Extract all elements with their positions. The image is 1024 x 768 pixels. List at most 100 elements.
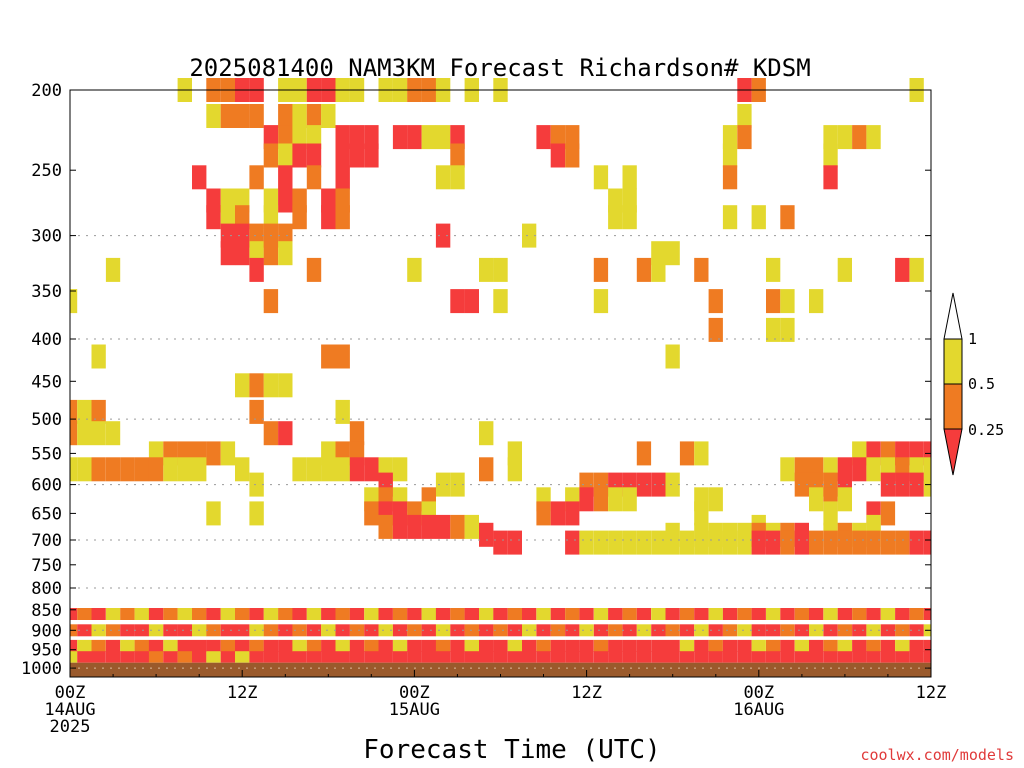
ri-cell xyxy=(565,530,580,555)
ri-cell xyxy=(909,530,924,555)
ri-low-cell xyxy=(321,651,336,663)
ri-low-cell xyxy=(349,608,365,620)
ri-low-cell xyxy=(235,624,250,637)
ri-cell xyxy=(306,457,322,482)
ri-low-cell xyxy=(421,608,436,620)
ri-low-cell xyxy=(751,608,766,620)
ri-cell xyxy=(292,125,307,150)
ri-cell xyxy=(263,205,279,230)
ri-cell xyxy=(866,125,881,150)
ri-low-cell xyxy=(593,624,609,637)
ri-cell xyxy=(550,125,565,150)
ri-low-cell xyxy=(435,608,451,620)
ri-cell xyxy=(77,399,92,424)
ri-low-cell xyxy=(163,651,178,663)
ri-low-cell xyxy=(550,624,565,637)
ri-cell xyxy=(751,530,766,555)
ri-low-cell xyxy=(120,651,135,663)
ri-low-cell xyxy=(177,608,192,620)
ri-low-cell xyxy=(837,639,852,652)
ri-cell xyxy=(235,373,250,398)
ri-low-cell xyxy=(809,651,824,663)
ri-low-cell xyxy=(249,608,264,620)
ri-low-cell xyxy=(349,639,365,652)
ri-low-cell xyxy=(507,608,522,620)
ri-cell xyxy=(593,289,609,314)
ri-low-cell xyxy=(880,639,896,652)
x-tick-label: 16AUG xyxy=(733,700,784,720)
ri-cell xyxy=(364,143,379,168)
ri-low-cell xyxy=(77,624,92,637)
ri-low-cell xyxy=(923,608,931,620)
ri-low-cell xyxy=(493,639,508,652)
ri-cell xyxy=(493,257,508,282)
ri-low-cell xyxy=(837,624,852,637)
ri-low-cell xyxy=(780,624,795,637)
ri-cell xyxy=(335,165,350,190)
ri-cell xyxy=(866,530,881,555)
ri-cell xyxy=(722,205,738,230)
ri-low-cell xyxy=(206,639,221,652)
ri-low-cell xyxy=(708,651,723,663)
ri-low-cell xyxy=(220,624,236,637)
ri-low-cell xyxy=(909,608,924,620)
ri-cell xyxy=(91,457,106,482)
ri-low-cell xyxy=(593,608,609,620)
ri-cell xyxy=(852,457,867,482)
ri-cell xyxy=(91,399,106,424)
ri-low-cell xyxy=(120,608,135,620)
ri-cell xyxy=(866,457,881,482)
ri-low-cell xyxy=(536,608,551,620)
ri-cell xyxy=(263,289,279,314)
x-tick-label: 2025 xyxy=(50,717,91,737)
ri-cell xyxy=(565,143,580,168)
y-tick-label: 350 xyxy=(31,282,62,302)
ri-cell xyxy=(335,205,350,230)
ri-low-cell xyxy=(507,639,522,652)
ri-low-cell xyxy=(235,639,250,652)
ri-low-cell xyxy=(235,651,250,663)
ri-cell xyxy=(206,441,221,466)
y-tick-label: 950 xyxy=(31,641,62,661)
ri-low-cell xyxy=(852,624,867,637)
y-tick-label: 850 xyxy=(31,601,62,621)
ri-cell xyxy=(321,205,336,230)
colorbar-legend: 1 0.5 0.25 xyxy=(943,292,1004,476)
ri-low-cell xyxy=(679,639,695,652)
ri-low-cell xyxy=(321,608,336,620)
ri-cell xyxy=(780,457,795,482)
ri-cell xyxy=(622,205,637,230)
ri-low-cell xyxy=(321,624,336,637)
ri-low-cell xyxy=(694,608,709,620)
ri-cell xyxy=(392,457,408,482)
ri-cell xyxy=(651,257,666,282)
ri-cell xyxy=(565,501,580,526)
ri-cell xyxy=(70,289,78,314)
ri-cell xyxy=(249,399,264,424)
ri-low-cell xyxy=(679,608,695,620)
ri-cell xyxy=(278,188,293,213)
ri-low-cell xyxy=(565,624,580,637)
ri-low-cell xyxy=(249,639,264,652)
ri-low-cell xyxy=(694,624,709,637)
ri-low-cell xyxy=(148,639,164,652)
ri-low-cell xyxy=(694,639,709,652)
ri-low-cell xyxy=(522,639,537,652)
ri-cell xyxy=(679,441,695,466)
ri-cell xyxy=(278,143,293,168)
ri-cell xyxy=(780,317,795,342)
ri-low-cell xyxy=(148,651,164,663)
ri-low-cell xyxy=(493,624,508,637)
ri-low-cell xyxy=(435,639,451,652)
ri-cell xyxy=(464,289,479,314)
ri-cell xyxy=(292,143,307,168)
ri-low-cell xyxy=(235,608,250,620)
ri-cell xyxy=(593,487,609,512)
ri-low-cell xyxy=(651,624,666,637)
ri-low-cell xyxy=(565,651,580,663)
ri-low-cell xyxy=(378,608,393,620)
ri-cell xyxy=(809,530,824,555)
ri-cell xyxy=(493,530,508,555)
ri-cell xyxy=(249,472,264,497)
ri-low-cell xyxy=(91,608,106,620)
